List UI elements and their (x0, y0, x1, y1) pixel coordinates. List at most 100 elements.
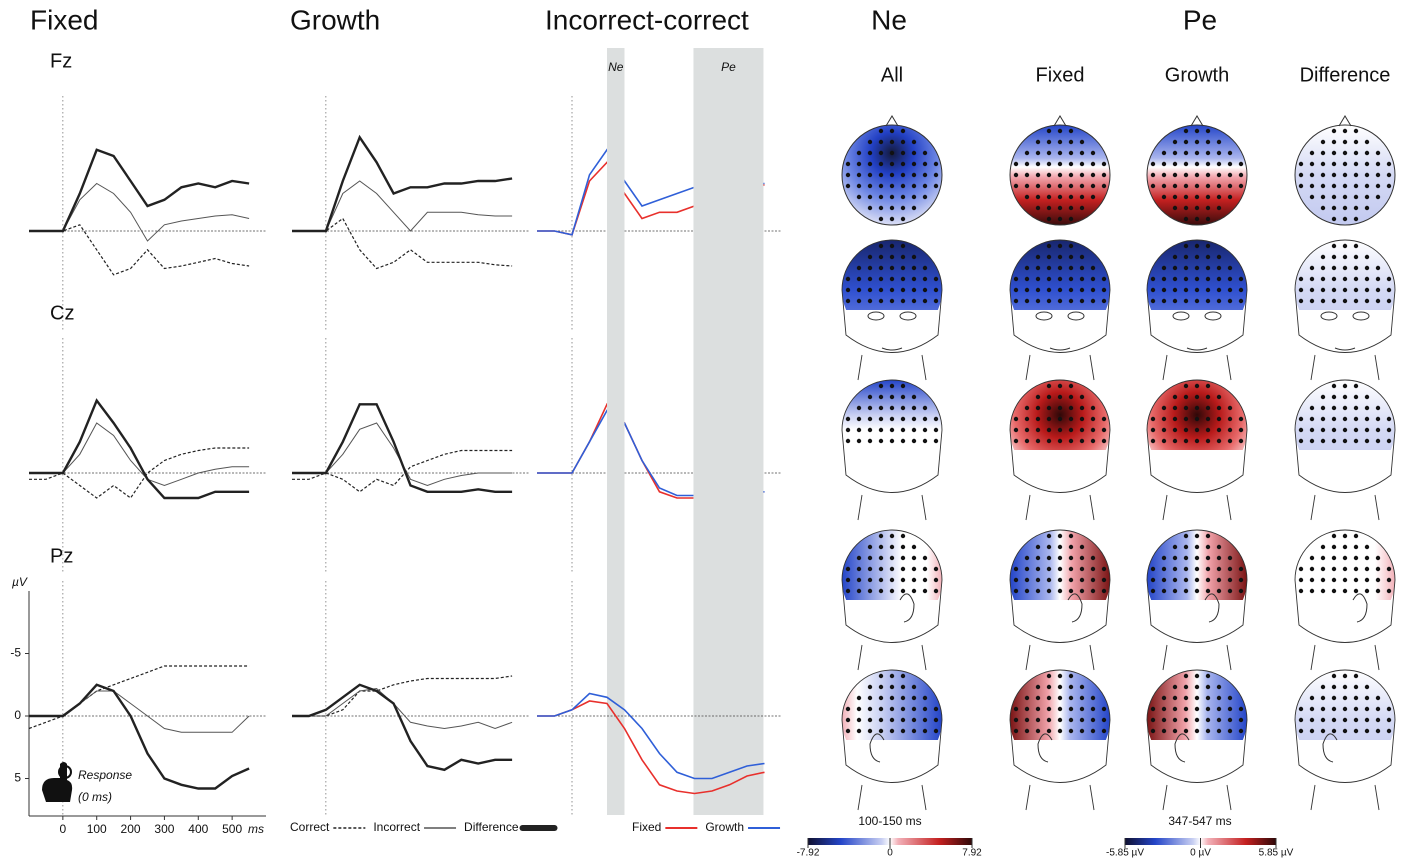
electrode-dot (1228, 439, 1232, 443)
electrode-dot (1354, 173, 1358, 177)
electrode-dot (1080, 255, 1084, 259)
colorbar-title: 347-547 ms (1168, 814, 1231, 828)
electrode-dot (923, 277, 927, 281)
electrode-dot (934, 578, 938, 582)
electrode-dot (1162, 417, 1166, 421)
electrode-dot (1343, 589, 1347, 593)
electrode-dot (1217, 718, 1221, 722)
electrode-dot (1299, 184, 1303, 188)
electrode-dot (879, 299, 883, 303)
electrode-dot (1343, 395, 1347, 399)
electrode-dot (1014, 173, 1018, 177)
electrode-dot (868, 428, 872, 432)
electrode-dot (1206, 685, 1210, 689)
electrode-dot (1058, 428, 1062, 432)
electrode-dot (1184, 151, 1188, 155)
electrode-dot (1332, 707, 1336, 711)
electrode-dot (1069, 277, 1073, 281)
electrode-dot (1091, 406, 1095, 410)
electrode-dot (890, 696, 894, 700)
electrode-dot (1365, 299, 1369, 303)
erp-line (292, 451, 512, 492)
eye (1321, 312, 1337, 320)
electrode-dot (1365, 195, 1369, 199)
electrode-dot (1365, 567, 1369, 571)
electrode-dot (1102, 417, 1106, 421)
electrode-dot (1217, 184, 1221, 188)
electrode-dot (1036, 162, 1040, 166)
electrode-dot (1069, 718, 1073, 722)
electrode-dot (1014, 567, 1018, 571)
neck (1227, 495, 1231, 520)
annotation: (0 ms) (78, 790, 112, 804)
electrode-dot (868, 545, 872, 549)
electrode-dot (901, 184, 905, 188)
electrode-dot (1343, 151, 1347, 155)
electrode-dot (1354, 162, 1358, 166)
electrode-dot (923, 417, 927, 421)
electrode-dot (1239, 707, 1243, 711)
electrode-dot (890, 162, 894, 166)
electrode-dot (1343, 707, 1347, 711)
electrode-dot (868, 266, 872, 270)
electrode-dot (1332, 589, 1336, 593)
electrode-dot (1173, 395, 1177, 399)
panel-title: Fixed (30, 4, 98, 35)
electrode-dot (1069, 685, 1073, 689)
electrode-dot (1195, 266, 1199, 270)
electrode-dot (1173, 255, 1177, 259)
electrode-dot (1376, 288, 1380, 292)
x-tick-label: 300 (154, 822, 174, 836)
electrode-dot (1091, 729, 1095, 733)
electrode-dot (1217, 589, 1221, 593)
colorbar-tick-label: 0 µV (1190, 848, 1211, 858)
electrode-dot (1014, 578, 1018, 582)
electrode-dot (1354, 545, 1358, 549)
electrode-dot (1036, 206, 1040, 210)
electrode-dot (857, 162, 861, 166)
electrode-dot (1036, 567, 1040, 571)
electrode-dot (1162, 288, 1166, 292)
electrode-dot (1058, 184, 1062, 188)
electrode-dot (1206, 395, 1210, 399)
electrode-dot (912, 578, 916, 582)
electrode-dot (1151, 589, 1155, 593)
electrode-dot (1091, 428, 1095, 432)
electrode-dot (857, 406, 861, 410)
electrode-dot (934, 184, 938, 188)
electrode-dot (1321, 729, 1325, 733)
electrode-dot (1080, 184, 1084, 188)
electrode-dot (1162, 696, 1166, 700)
neck (1227, 645, 1231, 670)
electrode-dot (1184, 255, 1188, 259)
electrode-dot (1069, 567, 1073, 571)
electrode-dot (923, 696, 927, 700)
electrode-dot (1080, 206, 1084, 210)
electrode-dot (1195, 406, 1199, 410)
neck (1090, 645, 1094, 670)
electrode-dot (879, 255, 883, 259)
electrode-dot (1332, 173, 1336, 177)
electrode-dot (1069, 266, 1073, 270)
electrode-dot (1310, 707, 1314, 711)
electrode-dot (901, 151, 905, 155)
electrode-dot (1376, 417, 1380, 421)
electrode-dot (1173, 277, 1177, 281)
electrode-dot (1206, 151, 1210, 155)
electrode-dot (934, 417, 938, 421)
electrode-dot (890, 395, 894, 399)
electrode-dot (1239, 428, 1243, 432)
electrode-dot (1080, 140, 1084, 144)
electrode-dot (879, 140, 883, 144)
electrode-dot (1206, 556, 1210, 560)
electrode-dot (1195, 589, 1199, 593)
electrode-dot (1343, 406, 1347, 410)
electrode-dot (890, 217, 894, 221)
electrode-dot (1354, 439, 1358, 443)
electrode-dot (857, 707, 861, 711)
electrode-dot (912, 428, 916, 432)
electrode-dot (846, 288, 850, 292)
electrode-dot (1343, 556, 1347, 560)
electrode-dot (1228, 707, 1232, 711)
